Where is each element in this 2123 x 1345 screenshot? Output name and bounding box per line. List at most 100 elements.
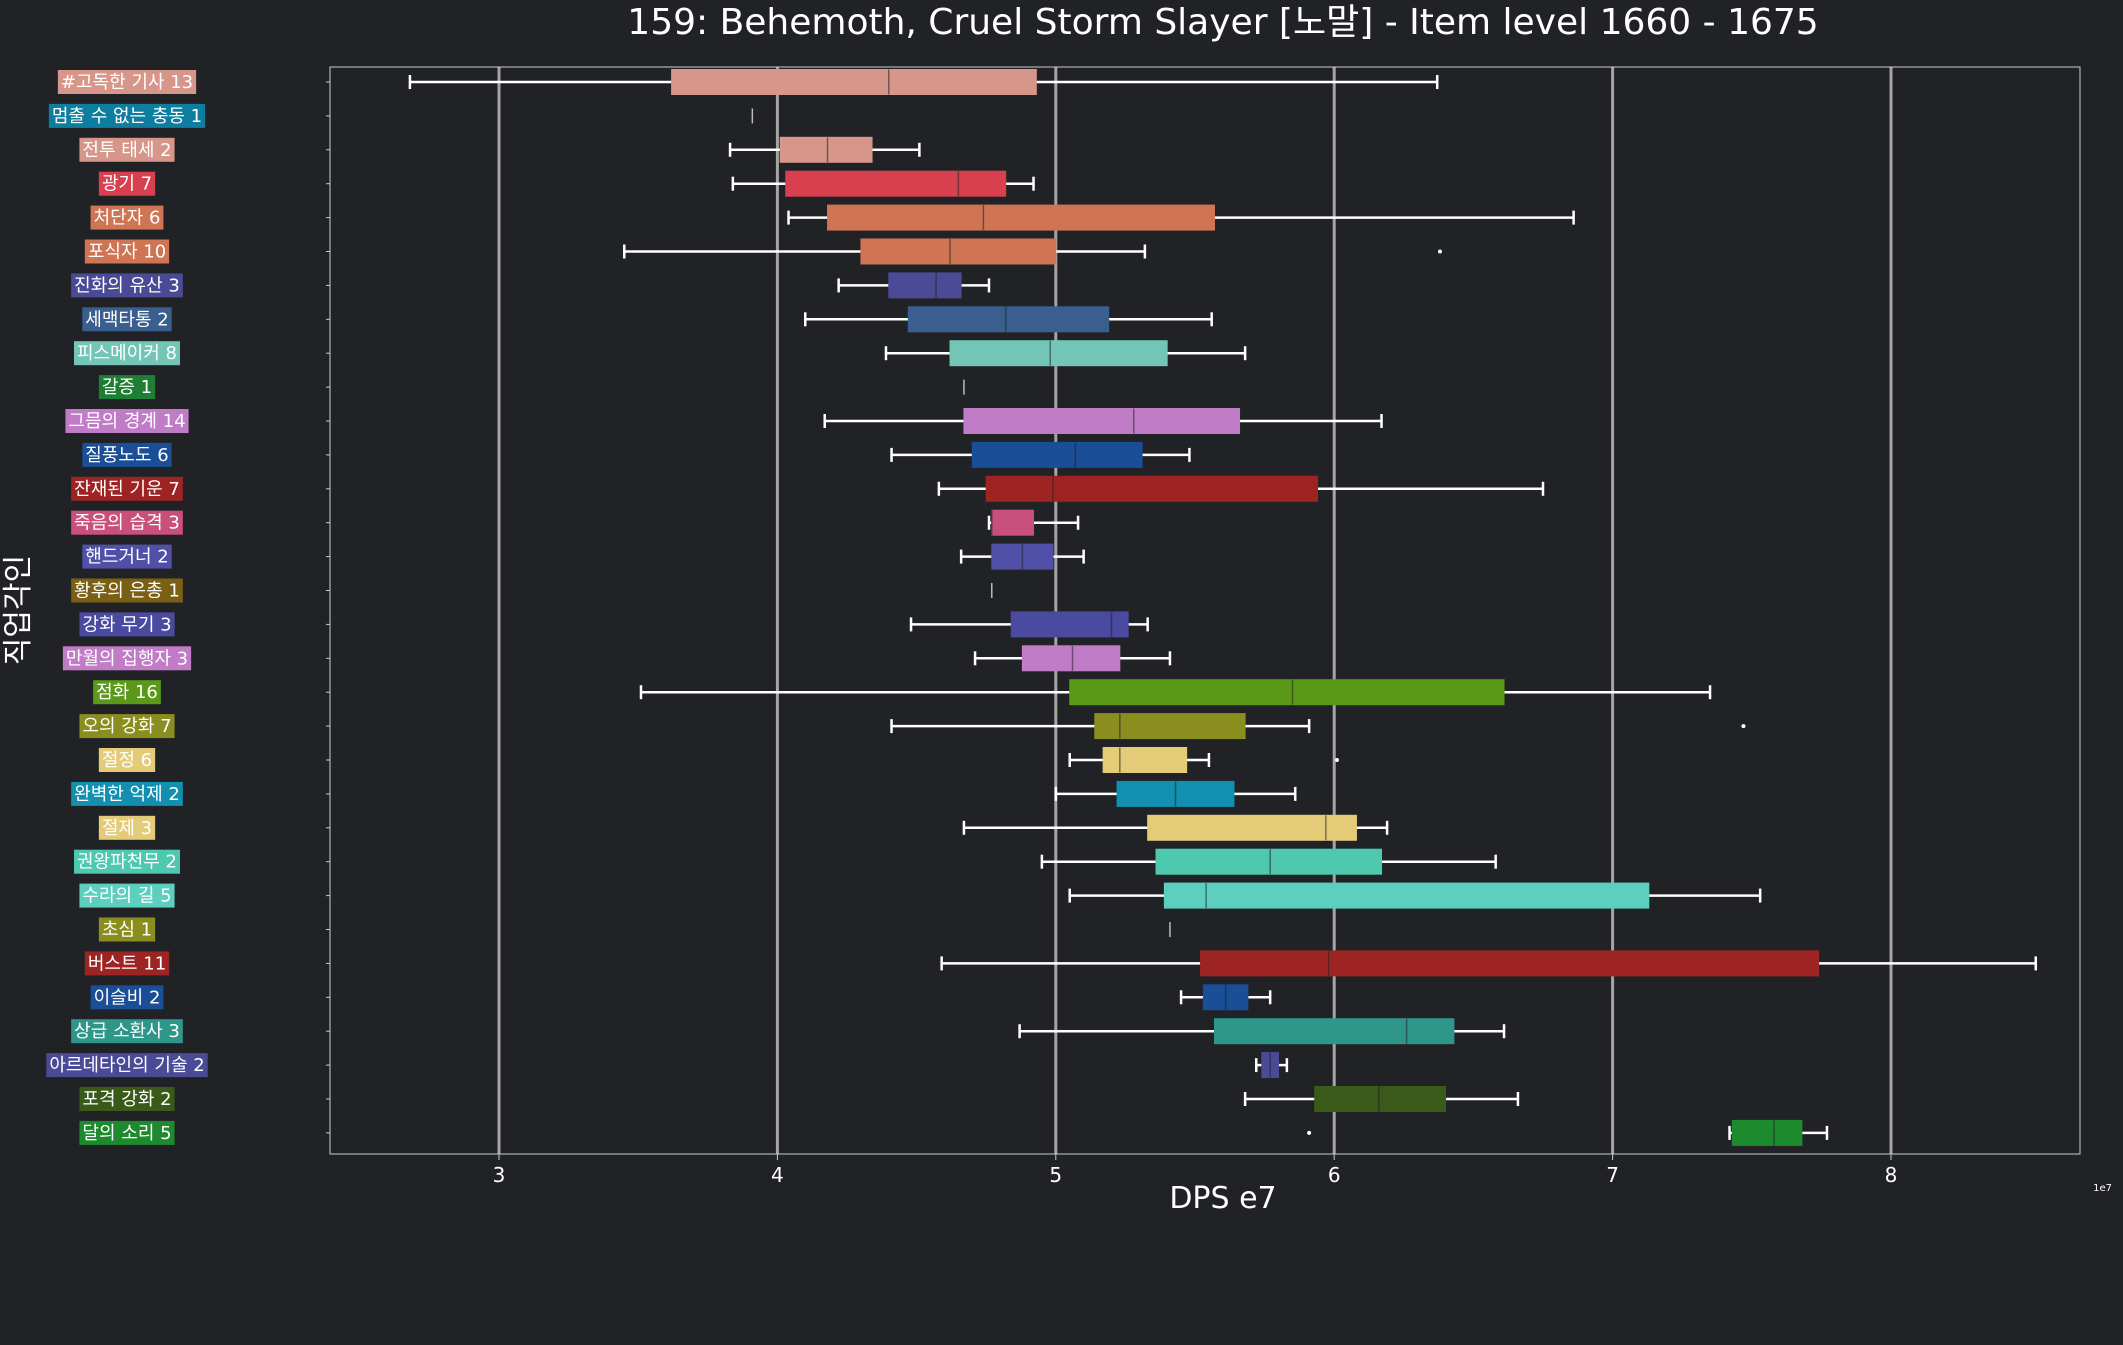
box xyxy=(785,170,1007,197)
category-label-text: 질풍노도 6 xyxy=(85,445,168,466)
box-item xyxy=(326,170,1035,197)
category-label-bg xyxy=(71,273,183,298)
outlier-point xyxy=(1741,724,1746,729)
box-item xyxy=(326,108,754,124)
category-label-text: 권왕파천무 2 xyxy=(77,852,177,873)
category-label-text: 그믐의 경계 14 xyxy=(68,411,185,432)
category-label-bg xyxy=(90,985,164,1010)
box-item xyxy=(326,1018,1506,1045)
category-label-text: 포격 강화 2 xyxy=(82,1089,171,1110)
box-item xyxy=(326,441,1191,468)
box-item xyxy=(326,379,965,395)
category-label: 광기 7 xyxy=(98,171,156,196)
box xyxy=(671,69,1037,95)
chart-title: 159: Behemoth, Cruel Storm Slayer [노말] -… xyxy=(627,2,1818,43)
category-label-bg xyxy=(82,307,172,332)
category-label-bg xyxy=(79,1120,175,1145)
box-item xyxy=(326,475,1545,502)
category-label-text: 아르데타인의 기술 2 xyxy=(49,1055,204,1076)
box xyxy=(888,272,962,299)
box-item xyxy=(326,950,2038,977)
box-item xyxy=(326,509,1080,536)
category-label-text: 세맥타통 2 xyxy=(85,309,168,330)
x-tick-label: 6 xyxy=(1328,1163,1341,1187)
y-axis-label: 직업각인 xyxy=(1,555,36,665)
box-item xyxy=(326,814,1389,841)
category-label-bg xyxy=(98,375,156,400)
category-label: 죽음의 습격 3 xyxy=(71,510,183,535)
category-label-text: 광기 7 xyxy=(102,174,152,195)
category-label: 절제 3 xyxy=(98,815,156,840)
box xyxy=(991,509,1035,536)
category-labels: #고독한 기사 13 멈출 수 없는 충동 1 전투 태세 2 광기 7 처단자 6 포식… xyxy=(46,70,208,1145)
category-label-bg xyxy=(98,171,156,196)
outlier-point xyxy=(1307,1130,1312,1135)
category-label-bg xyxy=(71,578,183,603)
category-label: 잔재된 기운 7 xyxy=(71,476,183,501)
category-label-bg xyxy=(57,70,197,94)
box-item xyxy=(326,136,921,163)
category-label: 달의 소리 5 xyxy=(79,1120,175,1145)
category-label: 완벽한 억제 2 xyxy=(71,781,183,806)
category-label-bg xyxy=(79,883,175,908)
category-label: 포격 강화 2 xyxy=(79,1087,175,1111)
category-label-text: 멈출 수 없는 충동 1 xyxy=(52,106,202,127)
box-item xyxy=(326,1086,1520,1112)
category-label: 갈증 1 xyxy=(98,375,156,400)
category-label-text: 죽음의 습격 3 xyxy=(74,513,180,534)
box-item xyxy=(326,1052,1289,1079)
box-item xyxy=(326,713,1746,740)
plot-area xyxy=(329,66,2081,1155)
category-label-bg xyxy=(74,849,180,874)
x-axis-ticks: 3 4 5 6 7 8 xyxy=(493,1154,1897,1187)
box-item xyxy=(326,1119,1829,1146)
category-label: 핸드거너 2 xyxy=(82,544,172,569)
box-item xyxy=(326,238,1442,265)
box-item xyxy=(326,882,1762,909)
box-item xyxy=(326,543,1085,570)
category-label-bg xyxy=(84,951,170,976)
box xyxy=(907,306,1110,333)
box xyxy=(827,204,1215,231)
category-label: 처단자 6 xyxy=(90,205,164,230)
box xyxy=(949,340,1168,367)
box-item xyxy=(326,645,1172,672)
box xyxy=(1102,747,1188,773)
box-item xyxy=(326,408,1383,434)
category-label-text: 피스메이커 8 xyxy=(77,343,177,364)
category-label: 오의 강화 7 xyxy=(79,714,175,739)
x-tick-label: 7 xyxy=(1606,1163,1619,1187)
category-label-text: 상급 소환사 3 xyxy=(74,1021,180,1042)
box-series xyxy=(326,69,2038,1146)
category-label-text: 완벽한 억제 2 xyxy=(74,784,180,805)
category-label-bg xyxy=(79,612,175,637)
category-label-text: 오의 강화 7 xyxy=(82,716,171,737)
box-item xyxy=(326,272,991,299)
outlier-point xyxy=(1334,758,1339,762)
category-label-bg xyxy=(71,476,183,501)
category-label-bg xyxy=(65,409,189,433)
box xyxy=(1163,882,1650,909)
category-label-bg xyxy=(79,137,175,162)
box xyxy=(1155,848,1383,875)
category-label-bg xyxy=(71,510,183,535)
category-label-text: 처단자 6 xyxy=(94,208,161,229)
box-item xyxy=(326,340,1247,367)
box-item xyxy=(326,69,1439,95)
category-label: 점화 16 xyxy=(93,680,161,705)
category-label: 만월의 집행자 3 xyxy=(62,646,192,671)
category-label-bg xyxy=(62,646,192,671)
category-label-bg xyxy=(46,1053,208,1078)
category-label-bg xyxy=(74,341,180,366)
box-item xyxy=(326,922,1171,937)
category-label: 그믐의 경계 14 xyxy=(65,409,189,433)
category-label-bg xyxy=(71,781,183,806)
outlier-point xyxy=(1437,249,1442,254)
category-label: 상급 소환사 3 xyxy=(71,1019,183,1044)
box-item xyxy=(326,780,1297,807)
category-label: 권왕파천무 2 xyxy=(74,849,180,874)
category-label-bg xyxy=(93,680,161,705)
category-label: 질풍노도 6 xyxy=(82,442,172,467)
category-label-text: 갈증 1 xyxy=(102,377,152,398)
